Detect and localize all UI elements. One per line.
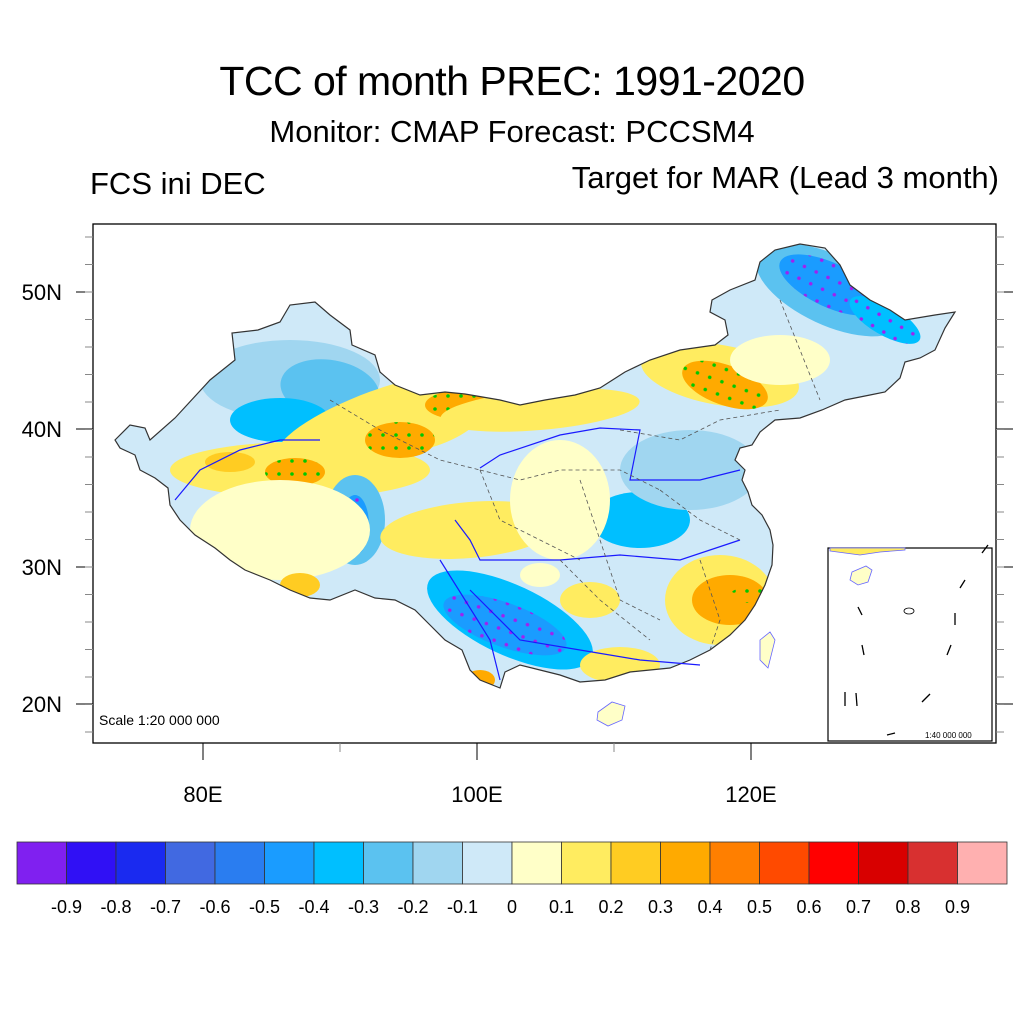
china-border (114, 243, 957, 689)
lat-tick-label: 20N (21, 692, 62, 717)
anomaly-region (205, 452, 255, 472)
anomaly-region (440, 388, 640, 432)
colorbar-swatch (561, 841, 612, 885)
nine-dash-segment (861, 644, 865, 656)
colorbar-swatch (462, 841, 513, 885)
colorbar-swatch (907, 841, 958, 885)
colorbar-tick-label: 0.3 (647, 897, 674, 917)
significant-negative-stipple (849, 296, 921, 344)
colorbar-swatch (759, 841, 810, 885)
river-line (439, 559, 501, 681)
nine-dash-segment (959, 579, 966, 589)
lon-tick-label: 100E (451, 782, 503, 807)
colorbar-swatch (858, 841, 909, 885)
province-border (329, 399, 481, 471)
anomaly-region (560, 582, 620, 618)
nine-dash-segment (921, 693, 931, 703)
hainan-island (596, 701, 626, 727)
colorbar-tick-label: 0.6 (796, 897, 822, 917)
colorbar-swatch (214, 841, 265, 885)
colorbar-tick-label: -0.5 (248, 897, 281, 917)
colorbar-swatch (66, 841, 117, 885)
nine-dash-segment (946, 644, 952, 656)
anomaly-region (510, 440, 610, 560)
taiwan-island (759, 631, 776, 669)
nine-dash-segment (886, 732, 896, 736)
province-border (479, 469, 581, 561)
province-borders (329, 299, 821, 651)
colorbar-tick-label: -0.9 (50, 897, 83, 917)
colorbar-swatch (412, 841, 463, 885)
river-line (479, 427, 741, 481)
colorbar-swatch (363, 841, 414, 885)
colorbar-tick-label: -0.8 (100, 897, 132, 917)
scale-label: Scale 1:20 000 000 (99, 712, 220, 728)
colorbar-tick-label: 0.9 (944, 897, 971, 917)
province-border (779, 299, 821, 401)
colorbar-tick-label: -0.2 (397, 897, 429, 917)
province-border (619, 409, 781, 441)
province-border (659, 489, 741, 541)
lat-tick-label: 50N (21, 280, 62, 305)
colorbar-swatch (264, 841, 315, 885)
colorbar-tick-label: 0.7 (845, 897, 872, 917)
province-border (579, 479, 661, 621)
colorbar-swatch (709, 841, 760, 885)
map-frame (92, 223, 997, 744)
lat-tick-label: 30N (21, 555, 62, 580)
anomaly-region (620, 430, 760, 510)
colorbar-swatch (115, 841, 166, 885)
province-border (479, 469, 661, 491)
colorbar (16, 841, 1008, 885)
colorbar-tick-label: 0 (506, 897, 518, 917)
colorbar-tick-label: 0.2 (598, 897, 624, 917)
colorbar-swatch (808, 841, 859, 885)
nine-dash-segment (981, 544, 989, 554)
colorbar-tick-label: 0.4 (697, 897, 723, 917)
inset-island (903, 607, 915, 615)
target-label: Target for MAR (Lead 3 month) (571, 160, 999, 195)
colorbar-swatch (610, 841, 661, 885)
river-line (454, 519, 741, 561)
significant-positive-stipple (265, 458, 325, 486)
inset-hainan (849, 565, 873, 586)
colorbar-swatch (313, 841, 364, 885)
colorbar-tick-label: -0.4 (298, 897, 330, 917)
significant-positive-stipple (682, 360, 768, 410)
colorbar-tick-label: -0.3 (347, 897, 380, 917)
anomaly-region (730, 335, 830, 385)
chart-title: TCC of month PREC: 1991-2020 (219, 58, 805, 104)
river-line (469, 589, 701, 666)
init-label: FCS ini DEC (90, 166, 266, 201)
colorbar-tick-label: -0.6 (199, 897, 231, 917)
colorbar-tick-label: 0.8 (895, 897, 921, 917)
colorbar-swatch (165, 841, 216, 885)
lon-tick-label: 80E (183, 782, 223, 807)
colorbar-tick-label: -0.7 (149, 897, 182, 917)
colorbar-tick-label: 0.5 (746, 897, 773, 917)
colorbar-swatch (957, 841, 1008, 885)
province-border (559, 559, 651, 641)
significant-positive-stipple (730, 587, 770, 603)
chart-subtitle: Monitor: CMAP Forecast: PCCSM4 (269, 114, 755, 149)
inset-scale-label: 1:40 000 000 (925, 731, 972, 740)
river-line (174, 439, 320, 501)
province-border (699, 559, 721, 651)
inset-coast (829, 547, 906, 556)
colorbar-tick-label: -0.1 (446, 897, 479, 917)
colorbar-tick-label: 0.1 (548, 897, 575, 917)
colorbar-swatch (511, 841, 562, 885)
nine-dash-segment (855, 692, 858, 707)
rivers (174, 427, 741, 681)
anomaly-region (520, 563, 560, 587)
lon-tick-label: 120E (725, 782, 777, 807)
colorbar-swatch (660, 841, 711, 885)
lat-tick-label: 40N (21, 417, 62, 442)
anomaly-region (190, 480, 370, 580)
nine-dash-segment (857, 606, 863, 616)
south-china-sea-inset (827, 544, 993, 742)
colorbar-swatch (16, 841, 67, 885)
